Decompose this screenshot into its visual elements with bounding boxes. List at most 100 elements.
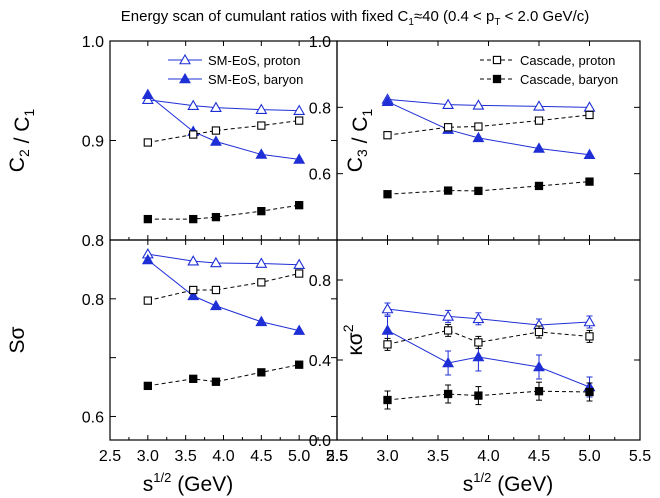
series-sm-eos-baryon xyxy=(141,88,306,164)
y-tick-label: 0.8 xyxy=(309,273,331,290)
plot-frame xyxy=(336,40,641,241)
x-tick-label: 3.5 xyxy=(175,448,197,465)
x-tick-label: 4.5 xyxy=(528,448,550,465)
data-point xyxy=(293,258,306,270)
data-point xyxy=(187,255,200,266)
data-point xyxy=(143,138,152,147)
data-point xyxy=(143,296,152,305)
data-point xyxy=(295,116,304,125)
data-point xyxy=(585,110,594,120)
data-point xyxy=(257,206,266,216)
x-tick-label: 5.0 xyxy=(578,448,600,465)
data-point xyxy=(293,104,306,115)
data-point xyxy=(533,142,545,153)
series-line xyxy=(387,308,590,326)
series-line xyxy=(387,329,590,388)
x-tick-label: 4.0 xyxy=(477,448,499,465)
series-cascade-baryon xyxy=(383,177,594,199)
legend-label: SM-EoS, proton xyxy=(208,53,301,68)
legend-label: SM-EoS, baryon xyxy=(208,72,303,87)
y-tick-label: 0.4 xyxy=(309,353,331,370)
series-line xyxy=(147,94,300,160)
data-point xyxy=(381,302,394,314)
data-point xyxy=(189,374,198,383)
series-line xyxy=(387,114,590,136)
data-point xyxy=(383,131,392,140)
data-point xyxy=(442,356,455,368)
y-tick-label: 1.0 xyxy=(309,34,331,51)
x-tick-label: 3.0 xyxy=(137,448,159,465)
data-point xyxy=(474,391,483,400)
y-axis-label: κσ2 xyxy=(340,324,367,355)
panel-s-sigma: 2.5 3.0 3.5 4.0 4.5 5.0 5.5 0.6 0.8 Sσ xyxy=(6,239,348,465)
data-point xyxy=(585,177,594,186)
data-point xyxy=(255,257,268,268)
data-point xyxy=(255,103,268,114)
series-line xyxy=(147,364,300,387)
legend-marker xyxy=(492,55,502,65)
data-point xyxy=(189,285,198,295)
data-point xyxy=(141,253,154,265)
data-point xyxy=(143,214,152,224)
data-point xyxy=(211,212,221,222)
data-point xyxy=(474,338,483,347)
series-cascade-square-open xyxy=(383,323,594,351)
data-point xyxy=(295,360,304,369)
data-point xyxy=(533,100,545,111)
data-point xyxy=(187,289,200,301)
data-point xyxy=(293,324,306,335)
data-point xyxy=(534,387,544,396)
data-point xyxy=(209,101,222,112)
series-line xyxy=(387,390,590,401)
data-point xyxy=(209,135,222,146)
data-point xyxy=(583,101,596,112)
data-point xyxy=(381,95,394,106)
series-cascade-proton xyxy=(383,110,594,140)
legend-label: Cascade, baryon xyxy=(520,72,618,87)
x-tick-label: 2.5 xyxy=(326,448,348,465)
data-point xyxy=(255,148,268,159)
y-tick-label: 0.8 xyxy=(82,233,104,250)
plot-frame xyxy=(336,239,641,441)
legend-marker xyxy=(179,72,191,84)
data-point xyxy=(381,324,394,335)
y-tick-label: 0.8 xyxy=(82,292,104,309)
data-point xyxy=(141,93,154,105)
x-tick-label: 5.5 xyxy=(629,448,651,465)
legend-entry: SM-EoS, proton xyxy=(168,53,301,68)
y-tick-label: 0.6 xyxy=(82,409,104,426)
series-sm-triangle-filled xyxy=(381,315,596,398)
data-point xyxy=(141,88,154,100)
data-point xyxy=(189,130,198,139)
data-point xyxy=(585,332,594,341)
data-point xyxy=(443,389,453,399)
series-cascade-square-filled xyxy=(143,360,304,391)
data-point xyxy=(383,395,392,405)
x-tick-label: 2.5 xyxy=(99,448,121,465)
data-point xyxy=(583,148,596,160)
x-axis-label-right: s1/2 (GeV) xyxy=(463,470,553,496)
y-tick-label: 0.9 xyxy=(82,134,104,151)
data-point xyxy=(211,377,221,386)
series-line xyxy=(147,273,300,302)
y-tick-label: 0.8 xyxy=(309,100,331,117)
data-point xyxy=(472,350,485,362)
data-point xyxy=(383,190,392,199)
series-sm-triangle-open xyxy=(381,93,596,112)
series-sm-triangle-open xyxy=(141,248,306,270)
data-point xyxy=(211,285,221,295)
data-point xyxy=(534,327,544,337)
data-point xyxy=(211,126,221,135)
data-point xyxy=(442,98,455,109)
data-point xyxy=(293,153,306,164)
data-point xyxy=(585,387,594,397)
legend-label: Cascade, proton xyxy=(520,53,615,68)
x-tick-label: 4.5 xyxy=(250,448,272,465)
panel-c3-over-c1: 0.6 0.8 1.0 C3 / C1 Cascade, proton Cascade, … xyxy=(309,34,641,241)
legend-entry: Cascade, proton xyxy=(480,53,615,68)
data-point xyxy=(143,381,152,391)
figure-title: Energy scan of cumulant ratios with fixe… xyxy=(121,8,589,28)
data-point xyxy=(474,122,483,131)
